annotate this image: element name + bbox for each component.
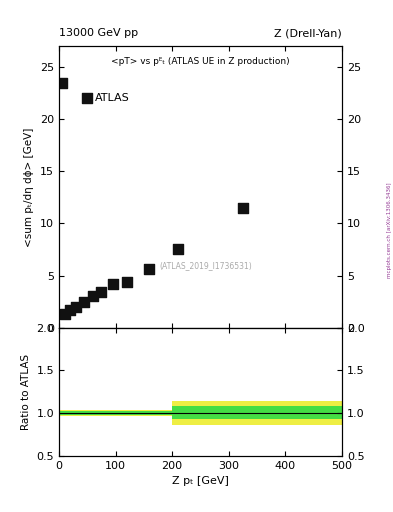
ATLAS: [61, 309, 68, 317]
Text: (ATLAS_2019_I1736531): (ATLAS_2019_I1736531): [160, 261, 252, 270]
ATLAS: [98, 288, 105, 296]
Text: 13000 GeV pp: 13000 GeV pp: [59, 28, 138, 38]
ATLAS: [67, 306, 73, 314]
Y-axis label: Ratio to ATLAS: Ratio to ATLAS: [21, 354, 31, 430]
X-axis label: Z pₜ [GeV]: Z pₜ [GeV]: [172, 476, 229, 486]
ATLAS: [110, 280, 116, 288]
ATLAS: [240, 204, 246, 212]
ATLAS: [124, 278, 130, 286]
Text: <pT> vs pᴱₜ (ATLAS UE in Z production): <pT> vs pᴱₜ (ATLAS UE in Z production): [111, 57, 290, 67]
Text: Z (Drell-Yan): Z (Drell-Yan): [274, 28, 342, 38]
ATLAS: [81, 297, 88, 306]
Legend: ATLAS: ATLAS: [79, 89, 134, 108]
Y-axis label: <sum pₜ/dη dϕ> [GeV]: <sum pₜ/dη dϕ> [GeV]: [24, 127, 35, 247]
ATLAS: [146, 265, 152, 273]
ATLAS: [90, 292, 96, 300]
Text: mcplots.cern.ch [arXiv:1306.3436]: mcplots.cern.ch [arXiv:1306.3436]: [387, 183, 392, 278]
ATLAS: [174, 245, 181, 253]
ATLAS: [59, 78, 65, 87]
ATLAS: [73, 303, 79, 311]
